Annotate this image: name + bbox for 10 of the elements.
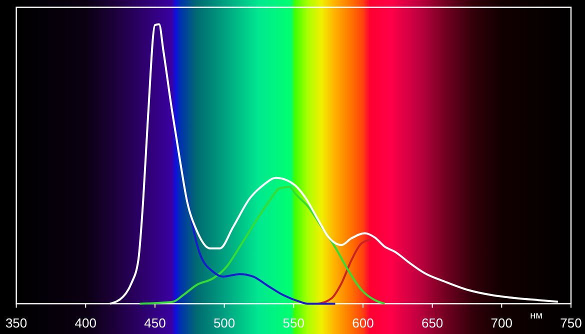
x-tick-label: 650 — [421, 316, 444, 331]
x-tick-label: 500 — [213, 316, 236, 331]
x-tick-label: 750 — [560, 316, 582, 331]
x-tick-label: 600 — [352, 316, 374, 331]
x-axis-title: нм — [530, 310, 543, 322]
x-tick-label: 700 — [490, 316, 513, 331]
x-tick-label: 450 — [144, 316, 166, 331]
x-tick-label: 400 — [74, 316, 96, 331]
x-tick-label: 550 — [282, 316, 304, 331]
x-tick-label: 350 — [5, 316, 28, 331]
